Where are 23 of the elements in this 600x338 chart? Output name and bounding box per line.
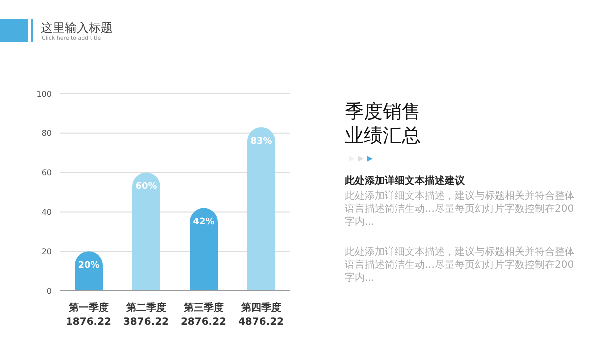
data-label: 20% <box>78 260 100 271</box>
text: 季度销售 <box>345 100 421 124</box>
text: 此处添加详细文本描述，建议与标题相关并符合整体语言描述简洁生动…尽量每页幻灯片字数控制在200字内... <box>345 246 576 285</box>
x-tick-label: 第一季度 1876.22 <box>66 302 112 328</box>
x-tick-label: 第二季度 3876.22 <box>123 302 170 328</box>
y-tick-label: 0 <box>46 286 52 296</box>
data-label: 60% <box>136 182 158 192</box>
y-tick-label: 20 <box>42 247 52 256</box>
y-tick-label: 60 <box>42 168 52 178</box>
text: 此处添加详细文本描述建议 <box>345 174 465 188</box>
chart-title: 这里输入标题 <box>41 20 113 36</box>
y-tick-label: 40 <box>42 208 52 218</box>
y-tick-label: 80 <box>42 129 52 138</box>
text: 业绩汇总 <box>345 124 421 148</box>
data-label: 83% <box>250 136 272 147</box>
bar <box>132 172 160 291</box>
bar <box>190 208 218 291</box>
x-tick-label: 第三季度 2876.22 <box>180 302 227 328</box>
data-label: 42% <box>193 218 215 228</box>
text: 此处添加详细文本描述，建议与标题相关并符合整体语言描述简洁生动…尽量每页幻灯片字数控制在200字内... <box>345 190 576 229</box>
y-tick-label: 100 <box>36 90 52 99</box>
x-tick-label: 第四季度 4876.22 <box>238 302 284 328</box>
bar <box>248 127 276 291</box>
